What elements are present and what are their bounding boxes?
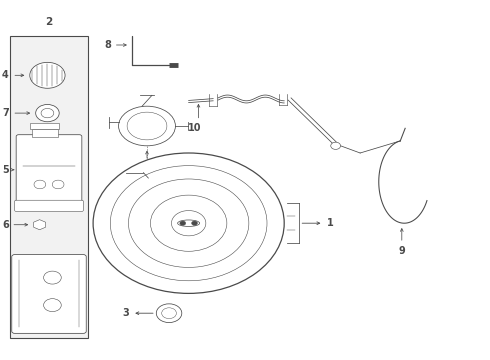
FancyBboxPatch shape	[12, 255, 86, 333]
Circle shape	[331, 142, 341, 149]
Polygon shape	[34, 220, 46, 230]
Text: 10: 10	[188, 123, 201, 134]
Circle shape	[192, 221, 197, 225]
Bar	[30, 123, 59, 129]
Circle shape	[180, 221, 186, 225]
Circle shape	[30, 62, 65, 88]
Text: 9: 9	[398, 246, 405, 256]
Circle shape	[156, 304, 182, 323]
Text: 6: 6	[2, 220, 9, 230]
Bar	[32, 129, 57, 136]
Bar	[10, 36, 88, 338]
Text: 8: 8	[105, 40, 112, 50]
Ellipse shape	[119, 106, 175, 146]
Text: 5: 5	[2, 165, 9, 175]
Circle shape	[162, 308, 176, 319]
Text: 11: 11	[149, 163, 163, 173]
FancyBboxPatch shape	[15, 200, 83, 211]
Text: 7: 7	[2, 108, 9, 118]
Text: 1: 1	[327, 218, 334, 228]
Circle shape	[36, 104, 59, 122]
Text: 4: 4	[2, 70, 9, 80]
Circle shape	[41, 108, 54, 118]
Text: 2: 2	[46, 17, 52, 27]
FancyBboxPatch shape	[16, 135, 82, 205]
Circle shape	[93, 153, 284, 293]
Text: 3: 3	[122, 308, 129, 318]
